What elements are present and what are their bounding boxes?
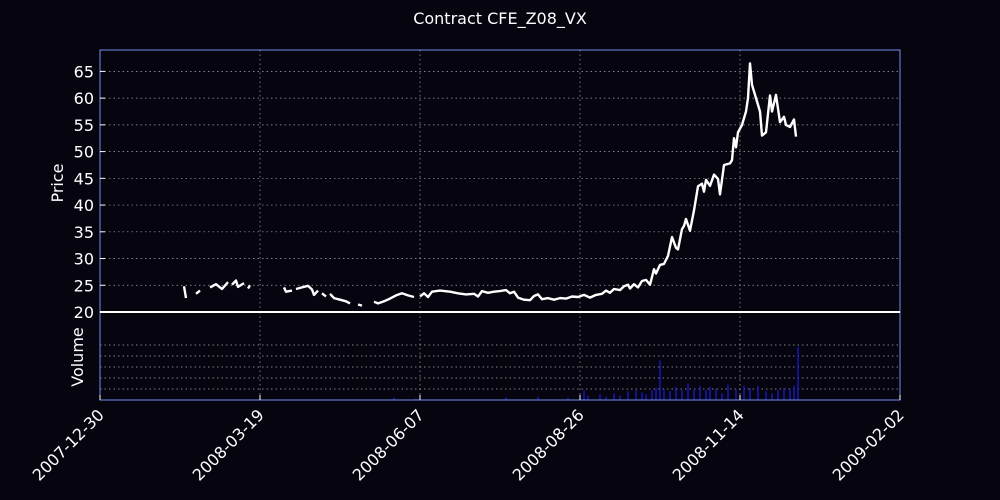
price-line-segment [195,289,201,295]
price-line-segment [182,286,188,299]
price-line-segment [321,292,327,298]
volume-bar [797,347,799,400]
volume-bar [771,393,773,400]
volume-bar [659,360,661,400]
volume-bar [765,391,767,400]
price-line-segment [357,303,363,307]
volume-bar [777,390,779,400]
volume-bar [663,389,665,400]
volume-bar [651,390,653,400]
volume-bar [455,398,457,400]
price-tick-label: 30 [74,250,94,269]
volume-bar [645,394,647,400]
volume-bar [709,386,711,400]
volume-bar [783,387,785,400]
price-ticks: 20 25 30 35 40 45 50 55 60 65 [74,62,105,322]
volume-bar [627,391,629,400]
price-tick-label: 35 [74,223,94,242]
volume-bar [613,393,615,400]
volume-bar [641,392,643,400]
volume-bar [757,385,759,400]
volume-bar [599,394,601,400]
volume-bar [415,398,417,400]
volume-bar [727,384,729,400]
volume-bar [687,383,689,400]
volume-bar [705,390,707,400]
volume-bar [721,393,723,400]
price-line-segment [295,284,319,297]
volume-bar [681,390,683,400]
volume-bar [789,389,791,400]
price-tick-label: 40 [74,196,94,215]
volume-bar [693,389,695,400]
price-line-segment [373,292,415,305]
price-line-segment [282,286,293,293]
price-line-segment [246,284,252,290]
price-line-segment [231,279,245,289]
volume-bar [715,389,717,400]
volume-bars [393,347,799,400]
price-tick-label: 65 [74,62,94,81]
volume-bar [537,396,539,400]
volume-bar [793,385,795,400]
plot-frames [99,49,901,401]
price-series [182,62,798,307]
price-tick-label: 25 [74,276,94,295]
volume-bar [635,390,637,400]
volume-bar [655,387,657,400]
volume-bar [699,385,701,400]
price-tick-label: 60 [74,89,94,108]
volume-bar [749,387,751,400]
price-line-segment [209,281,229,291]
volume-bar [505,397,507,400]
price-tick-label: 20 [74,303,94,322]
chart-title: Contract CFE_Z08_VX [413,9,587,29]
volume-bar [619,395,621,400]
volume-bar [583,390,585,400]
volume-bar [605,396,607,400]
price-line-segment [329,292,351,305]
volume-bar [675,386,677,400]
price-tick-label: 50 [74,143,94,162]
volume-bar [393,397,395,400]
price-tick-label: 55 [74,116,94,135]
price-line-segment [419,62,798,302]
volume-axis-label: Volume [68,327,87,387]
price-axis-label: Price [48,163,67,202]
volume-bar [567,397,569,400]
volume-bar [743,385,745,400]
volume-bar [587,395,589,400]
volume-bar [735,389,737,400]
volume-bar [669,391,671,400]
price-tick-label: 45 [74,169,94,188]
